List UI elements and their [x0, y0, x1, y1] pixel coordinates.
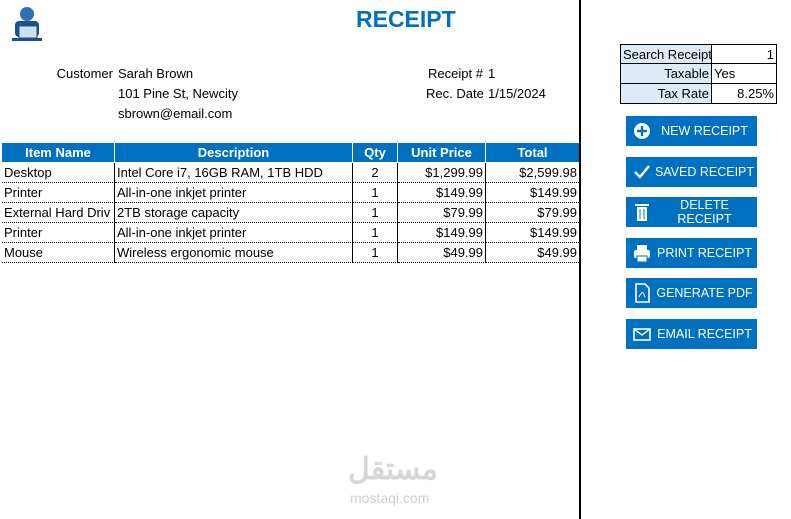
table-cell: Mouse [2, 243, 115, 263]
button-icon [635, 204, 649, 221]
logo [12, 7, 42, 41]
table-cell: 1 [353, 203, 398, 223]
watermark-arabic: مستقل [348, 453, 438, 486]
action-button[interactable]: PRINT RECEIPT [626, 238, 757, 268]
receipt-number-label: Receipt # [428, 66, 483, 81]
setting-label: Tax Rate [620, 84, 712, 104]
table-cell: 1 [353, 183, 398, 203]
column-header: Unit Price [398, 143, 486, 162]
table-cell: $49.99 [486, 243, 579, 263]
table-cell: $79.99 [486, 203, 579, 223]
table-cell: $49.99 [398, 243, 486, 263]
table-cell: 2TB storage capacity [115, 203, 353, 223]
customer-name: Sarah Brown [118, 66, 194, 81]
table-cell: $2,599.98 [486, 163, 579, 183]
button-icon [634, 123, 650, 139]
receipt-number: 1 [488, 66, 496, 81]
button-label[interactable]: SAVED RECEIPT [654, 165, 755, 179]
action-button[interactable]: NEW RECEIPT [626, 116, 757, 146]
column-header: Total [486, 143, 579, 162]
setting-label: Search Receipt [620, 44, 712, 64]
table-cell: Intel Core i7, 16GB RAM, 1TB HDD [115, 163, 353, 183]
table-cell: 2 [353, 163, 398, 183]
table-cell: 1 [353, 223, 398, 243]
customer-email: sbrown@email.com [118, 106, 233, 121]
setting-value: Yes [712, 64, 777, 84]
setting-label: Taxable [620, 64, 712, 84]
customer-label: Customer [56, 66, 113, 81]
setting-value: 1 [712, 44, 777, 64]
table-cell: External Hard Driv [2, 203, 115, 223]
table-cell: Printer [2, 183, 115, 203]
receipt-date-label: Rec. Date [426, 86, 484, 101]
customer-address: 101 Pine St, Newcity [118, 86, 238, 101]
table-cell: All-in-one inkjet printer [115, 223, 353, 243]
receipt-date: 1/15/2024 [488, 86, 546, 101]
sheet-divider [579, 0, 581, 519]
table-cell: Wireless ergonomic mouse [115, 243, 353, 263]
button-icon [633, 328, 651, 341]
table-cell: $149.99 [486, 223, 579, 243]
action-button[interactable]: SAVED RECEIPT [626, 157, 757, 187]
column-header: Item Name [2, 143, 115, 162]
button-icon [634, 165, 650, 179]
button-icon [635, 283, 650, 303]
table-cell: All-in-one inkjet printer [115, 183, 353, 203]
action-button[interactable]: EMAIL RECEIPT [626, 319, 757, 349]
action-button[interactable]: GENERATE PDF [626, 278, 757, 308]
title: RECEIPT [356, 6, 456, 32]
watermark-latin: mostaqi.com [350, 490, 430, 506]
table-cell: $1,299.99 [398, 163, 486, 183]
button-icon [634, 245, 650, 263]
table-cell: Desktop [2, 163, 115, 183]
column-header: Qty [353, 143, 398, 162]
column-header: Description [115, 143, 353, 162]
table-cell: $149.99 [486, 183, 579, 203]
table-cell: $149.99 [398, 223, 486, 243]
button-label[interactable]: GENERATE PDF [656, 286, 753, 300]
table-cell: $79.99 [398, 203, 486, 223]
setting-value: 8.25% [712, 84, 777, 104]
button-label[interactable]: DELETE RECEIPT [677, 198, 732, 226]
action-button[interactable]: DELETE RECEIPT [626, 197, 757, 227]
button-label[interactable]: PRINT RECEIPT [657, 246, 752, 260]
table-cell: $149.99 [398, 183, 486, 203]
button-label[interactable]: NEW RECEIPT [661, 124, 748, 138]
button-label[interactable]: EMAIL RECEIPT [657, 327, 752, 341]
table-cell: Printer [2, 223, 115, 243]
table-cell: 1 [353, 243, 398, 263]
